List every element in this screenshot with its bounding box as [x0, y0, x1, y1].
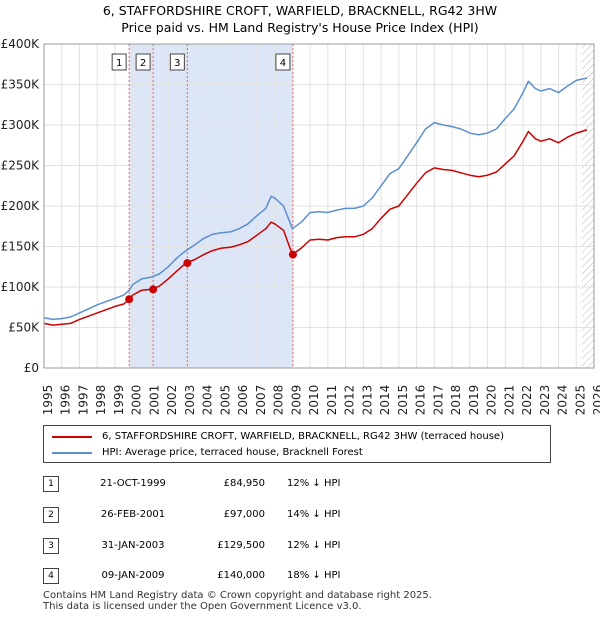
x-tick-label: 2016: [414, 385, 428, 416]
transaction-date: 31-JAN-2003: [101, 540, 165, 551]
footer-line-2: This data is licensed under the Open Gov…: [43, 601, 362, 612]
x-tick-label: 2011: [325, 385, 339, 416]
y-tick-label: £0: [24, 361, 39, 375]
x-tick-label: 2017: [431, 385, 445, 416]
y-tick-label: £300K: [1, 118, 41, 132]
sale-point-marker: [288, 250, 297, 259]
transaction-row: 2 26-FEB-2001 £97,000 14% ↓ HPI: [43, 505, 563, 525]
x-tick-label: 2005: [218, 385, 232, 416]
x-tick-label: 2003: [183, 385, 197, 416]
transaction-number: 3: [43, 538, 59, 554]
transaction-date: 21-OCT-1999: [100, 478, 166, 489]
transaction-hpi-delta: 18% ↓ HPI: [287, 570, 341, 581]
y-tick-label: £100K: [1, 280, 41, 294]
y-tick-label: £250K: [1, 159, 41, 173]
title-line-2: Price paid vs. HM Land Registry's House …: [121, 20, 479, 35]
x-tick-label: 2010: [307, 385, 321, 416]
legend-swatch-hpi: [52, 452, 92, 454]
transaction-row: 4 09-JAN-2009 £140,000 18% ↓ HPI: [43, 566, 563, 586]
sale-label-number: 3: [174, 58, 180, 69]
x-tick-label: 2025: [573, 385, 587, 416]
y-tick-label: £400K: [1, 37, 41, 51]
chart-legend: 6, STAFFORDSHIRE CROFT, WARFIELD, BRACKN…: [43, 425, 551, 463]
x-tick-label: 2014: [378, 385, 392, 416]
transaction-hpi-delta: 14% ↓ HPI: [287, 509, 341, 520]
sale-label-number: 4: [280, 58, 286, 69]
transaction-price: £84,950: [223, 478, 265, 489]
plot-frame: [43, 43, 595, 369]
x-tick-label: 2013: [360, 385, 374, 416]
y-tick-label: £150K: [1, 240, 41, 254]
x-tick-label: 2018: [449, 385, 463, 416]
sale-point-marker: [183, 259, 192, 268]
sale-label-box: [135, 53, 151, 71]
x-tick-label: 2009: [289, 385, 303, 416]
transaction-date: 09-JAN-2009: [101, 570, 165, 581]
x-tick-label: 2021: [502, 385, 516, 416]
x-tick-label: 2008: [272, 385, 286, 416]
x-tick-label: 2000: [130, 385, 144, 416]
x-tick-label: 2024: [556, 385, 570, 416]
sale-label-box: [111, 53, 127, 71]
transaction-price: £129,500: [217, 540, 265, 551]
footer-line-1: Contains HM Land Registry data © Crown c…: [43, 590, 432, 601]
x-tick-label: 2015: [396, 385, 410, 416]
chart-title: 6, STAFFORDSHIRE CROFT, WARFIELD, BRACKN…: [0, 2, 600, 36]
title-line-1: 6, STAFFORDSHIRE CROFT, WARFIELD, BRACKN…: [102, 3, 498, 18]
x-tick-label: 1998: [94, 385, 108, 416]
x-tick-label: 2001: [147, 385, 161, 416]
y-tick-label: £350K: [1, 78, 41, 92]
legend-label-property: 6, STAFFORDSHIRE CROFT, WARFIELD, BRACKN…: [102, 431, 504, 442]
sale-point-marker: [149, 285, 158, 294]
y-tick-label: £50K: [8, 321, 40, 335]
x-tick-label: 2020: [485, 385, 499, 416]
sale-label-box: [275, 53, 291, 71]
transaction-number: 2: [43, 507, 59, 523]
x-tick-label: 1996: [59, 385, 73, 416]
transaction-hpi-delta: 12% ↓ HPI: [287, 478, 341, 489]
sale-label-number: 2: [140, 58, 146, 69]
transaction-number: 4: [43, 568, 59, 584]
x-tick-label: 2004: [201, 385, 215, 416]
transaction-row: 1 21-OCT-1999 £84,950 12% ↓ HPI: [43, 474, 563, 494]
sale-label-box: [169, 53, 185, 71]
transaction-price: £97,000: [223, 509, 265, 520]
legend-swatch-property: [52, 436, 92, 438]
legend-label-hpi: HPI: Average price, terraced house, Brac…: [102, 447, 363, 458]
x-tick-label: 2022: [520, 385, 534, 416]
transaction-number: 1: [43, 476, 59, 492]
transaction-date: 26-FEB-2001: [100, 509, 166, 520]
x-tick-label: 1999: [112, 385, 126, 416]
transaction-hpi-delta: 12% ↓ HPI: [287, 540, 341, 551]
x-tick-label: 2006: [236, 385, 250, 416]
sale-point-marker: [125, 295, 134, 304]
x-tick-label: 2007: [254, 385, 268, 416]
x-tick-label: 2026: [591, 385, 600, 416]
sale-label-number: 1: [116, 58, 122, 69]
attribution-footer: Contains HM Land Registry data © Crown c…: [43, 590, 432, 612]
x-tick-label: 2019: [467, 385, 481, 416]
x-tick-label: 2023: [538, 385, 552, 416]
y-tick-label: £200K: [1, 199, 41, 213]
x-tick-label: 2012: [343, 385, 357, 416]
transaction-row: 3 31-JAN-2003 £129,500 12% ↓ HPI: [43, 536, 563, 556]
price-chart: 1 2 3 4 £0 £50K £100K £150K £200K £250K £300K £350K…: [1, 37, 600, 416]
transaction-price: £140,000: [217, 570, 265, 581]
x-tick-label: 1997: [76, 385, 90, 416]
x-tick-label: 1995: [41, 385, 55, 416]
x-tick-label: 2002: [165, 385, 179, 416]
hpi-series-line: [43, 77, 588, 321]
